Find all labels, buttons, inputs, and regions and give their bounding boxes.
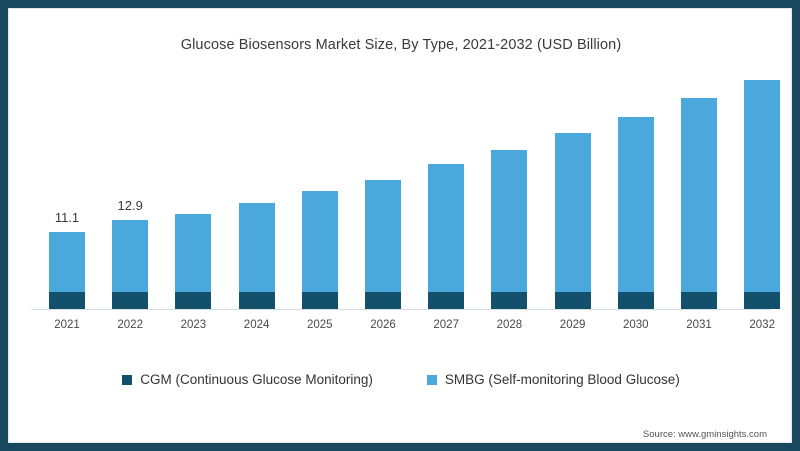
bar-group (112, 220, 149, 309)
chart-panel: Glucose Biosensors Market Size, By Type,… (8, 8, 792, 443)
legend-item-smbg[interactable]: SMBG (Self-monitoring Blood Glucose) (426, 372, 680, 387)
bar-group (365, 180, 401, 309)
legend-label: CGM (Continuous Glucose Monitoring) (140, 372, 373, 387)
bar-segment-smbg[interactable] (175, 214, 212, 292)
bar-segment-smbg[interactable] (365, 180, 401, 292)
bar-segment-cgm[interactable] (175, 292, 212, 309)
bar-segment-cgm[interactable] (554, 292, 591, 309)
bar-group (301, 191, 338, 309)
source-attribution: Source: www.gminsights.com (642, 429, 767, 440)
x-axis-tick-2031: 2031 (686, 319, 712, 331)
x-axis-tick-2024: 2024 (243, 319, 270, 331)
bar-value-label: 11.1 (54, 210, 80, 225)
x-axis-tick-2022: 2022 (117, 319, 143, 331)
bar-segment-smbg[interactable] (238, 203, 275, 292)
x-axis-tick-2028: 2028 (496, 319, 523, 331)
bar-segment-smbg[interactable] (617, 117, 654, 292)
bar-segment-smbg[interactable] (112, 220, 149, 292)
bar-segment-smbg[interactable] (744, 80, 781, 292)
x-axis-tick-2021: 2021 (54, 319, 80, 331)
bar-segment-cgm[interactable] (112, 292, 149, 309)
bar-segment-cgm[interactable] (301, 292, 338, 309)
bar-segment-cgm[interactable] (49, 292, 85, 309)
legend-swatch-icon (426, 374, 437, 385)
bar-group (617, 117, 654, 309)
bar-segment-smbg[interactable] (301, 191, 338, 292)
bar-group (744, 80, 781, 309)
x-axis-tick-2029: 2029 (559, 319, 586, 331)
bar-segment-smbg[interactable] (49, 232, 85, 292)
bar-segment-smbg[interactable] (491, 150, 528, 292)
x-axis-tick-2032: 2032 (749, 319, 775, 331)
bar-group (428, 164, 465, 309)
bar-segment-smbg[interactable] (554, 133, 591, 292)
bar-segment-cgm[interactable] (428, 292, 465, 309)
chart-title: Glucose Biosensors Market Size, By Type,… (180, 37, 622, 53)
bar-group (238, 203, 275, 309)
bar-group (491, 150, 528, 309)
bar-segment-cgm[interactable] (744, 292, 781, 309)
bar-segment-cgm[interactable] (681, 292, 717, 309)
legend-label: SMBG (Self-monitoring Blood Glucose) (444, 372, 680, 387)
bar-segment-cgm[interactable] (365, 292, 401, 309)
bar-group (554, 133, 591, 309)
bar-value-label: 12.9 (117, 198, 143, 213)
chart-legend: CGM (Continuous Glucose Monitoring) SMBG … (9, 372, 791, 387)
bar-group (681, 98, 717, 309)
bar-segment-cgm[interactable] (617, 292, 654, 309)
bar-group (175, 214, 212, 309)
x-axis-tick-2025: 2025 (307, 319, 333, 331)
x-axis-tick-2030: 2030 (623, 319, 649, 331)
bar-segment-smbg[interactable] (428, 164, 465, 292)
bar-segment-cgm[interactable] (491, 292, 528, 309)
plot-area: 11.1 12.9 2021 2022 2023 2024 2025 2026 2027 202… (9, 9, 791, 339)
legend-item-cgm[interactable]: CGM (Continuous Glucose Monitoring) (122, 372, 373, 387)
x-axis-tick-2023: 2023 (180, 319, 207, 331)
x-axis-tick-2026: 2026 (370, 319, 396, 331)
bar-group (49, 232, 85, 309)
legend-swatch-icon (122, 374, 133, 385)
bar-segment-smbg[interactable] (681, 98, 717, 292)
bar-segment-cgm[interactable] (238, 292, 275, 309)
x-axis-line (31, 309, 771, 310)
x-axis-tick-2027: 2027 (433, 319, 459, 331)
